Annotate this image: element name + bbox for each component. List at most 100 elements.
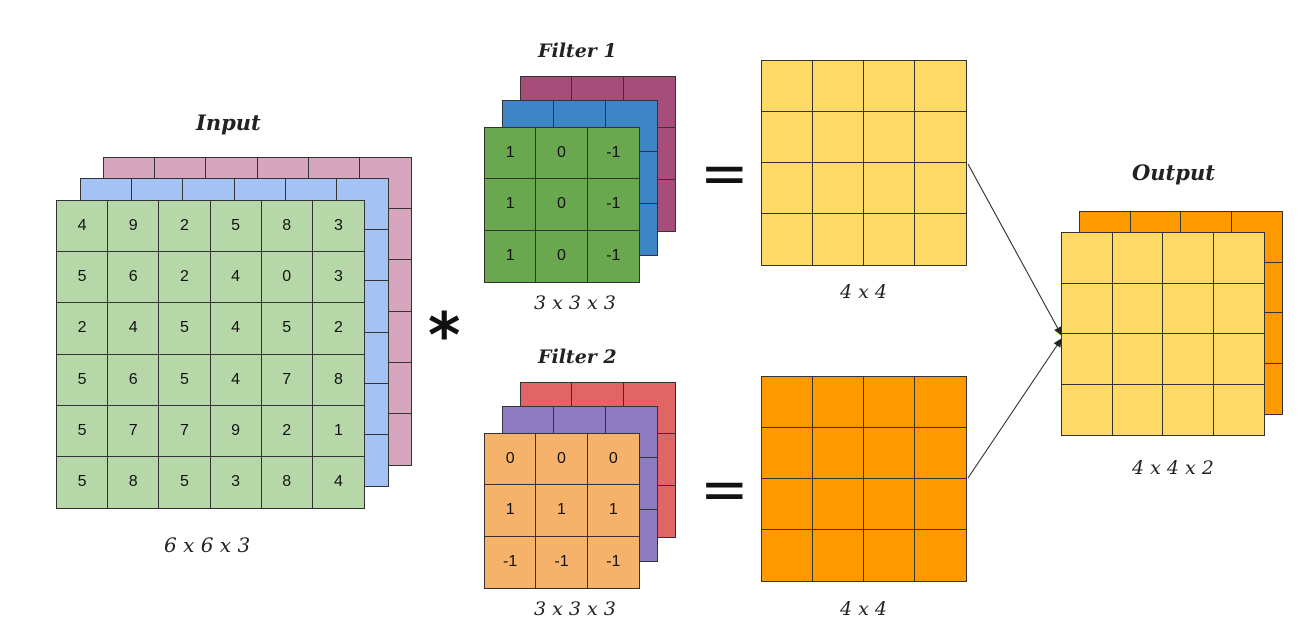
input-layer-front-cell: 5 xyxy=(57,405,109,457)
result1-grid-cell xyxy=(762,112,813,163)
filter2-layer-front: 0 0 0 1 1 1 -1 -1 -1 xyxy=(484,433,640,589)
filter1-layer-front-cell: 1 xyxy=(485,230,537,282)
output-layer-front-cell xyxy=(1062,283,1113,334)
filter1-layer-front-cell: 0 xyxy=(536,230,588,282)
result2-grid-cell xyxy=(813,428,864,479)
input-layer-front-cell: 5 xyxy=(57,252,109,304)
result1-grid-cell xyxy=(762,61,813,112)
input-layer-front-cell: 7 xyxy=(261,354,313,406)
arrow-from-result2 xyxy=(967,337,1063,479)
input-layer-front-cell: 5 xyxy=(159,354,211,406)
output-layer-front-cell xyxy=(1163,283,1214,334)
input-layer-front-cell: 3 xyxy=(312,201,364,253)
input-layer-front-cell: 5 xyxy=(57,354,109,406)
input-layer-front-cell: 5 xyxy=(57,456,109,508)
filter1-caption: 3 x 3 x 3 xyxy=(534,292,616,314)
result2-grid-cell xyxy=(762,530,813,581)
result1-grid-cell xyxy=(813,112,864,163)
result1-grid-cell xyxy=(915,214,966,265)
filter2-layer-front-cell: -1 xyxy=(485,536,537,588)
result2-grid-cell xyxy=(813,479,864,530)
filter2-title: Filter 2 xyxy=(538,346,617,368)
result2-grid-cell xyxy=(915,530,966,581)
filter1-layer-front-cell: -1 xyxy=(606,247,621,265)
filter1-layer-front-cell: 0 xyxy=(536,128,588,180)
result1-grid-cell xyxy=(864,163,915,214)
filter1-layer-front: 1 0 -1 1 0 -1 1 0 -1 xyxy=(484,127,640,283)
filter2-layer-front-cell: -1 xyxy=(606,553,621,571)
output-layer-front-cell xyxy=(1112,334,1163,385)
output-layer-front-cell xyxy=(1163,233,1214,284)
filter2-layer-front-cell: 0 xyxy=(587,434,639,486)
output-layer-front-cell xyxy=(1062,334,1113,385)
result1-grid-cell xyxy=(915,61,966,112)
equals-sign-1: = xyxy=(700,139,749,207)
output-layer-front-cell xyxy=(1112,233,1163,284)
output-layer-front-cell xyxy=(1163,334,1214,385)
result2-grid xyxy=(761,376,967,582)
result2-grid-cell xyxy=(762,377,813,428)
result2-grid-cell xyxy=(864,530,915,581)
output-layer-front-cell xyxy=(1213,284,1264,334)
input-layer-front-cell: 9 xyxy=(210,405,262,457)
filter1-layer-front-cell: -1 xyxy=(587,179,639,231)
input-layer-front-cell: 9 xyxy=(108,201,160,253)
input-layer-front-cell: 2 xyxy=(261,405,313,457)
output-layer-front-cell xyxy=(1213,334,1264,385)
output-layer-front-cell xyxy=(1062,233,1113,284)
result2-grid-cell xyxy=(762,479,813,530)
result1-grid-cell xyxy=(813,163,864,214)
filter2-caption: 3 x 3 x 3 xyxy=(534,598,616,620)
input-caption: 6 x 6 x 3 xyxy=(164,533,251,557)
result1-grid-cell xyxy=(864,214,915,265)
result1-grid-cell xyxy=(864,112,915,163)
result2-grid-cell xyxy=(864,377,915,428)
result2-grid-cell xyxy=(915,479,966,530)
result1-caption: 4 x 4 xyxy=(840,281,887,303)
input-layer-front-cell: 4 xyxy=(210,354,262,406)
input-layer-front-cell: 4 xyxy=(210,303,262,355)
filter1-layer-front-cell: 0 xyxy=(536,179,588,231)
filter1-layer-front-cell: 1 xyxy=(485,128,537,180)
input-layer-front-cell: 2 xyxy=(159,201,211,253)
input-layer-front-cell: 8 xyxy=(261,201,313,253)
result1-grid-cell xyxy=(915,163,966,214)
filter1-layer-front-cell: 1 xyxy=(485,179,537,231)
filter2-layer-front-cell: 1 xyxy=(536,485,588,537)
output-layer-front-cell xyxy=(1214,385,1265,436)
output-layer-front xyxy=(1061,232,1265,436)
input-layer-front-cell: 2 xyxy=(312,303,364,355)
result1-grid-cell xyxy=(813,61,864,112)
result1-grid xyxy=(761,60,967,266)
input-layer-front-cell: 0 xyxy=(261,252,313,304)
output-caption: 4 x 4 x 2 xyxy=(1132,457,1214,479)
input-layer-front-cell: 3 xyxy=(211,456,262,508)
result2-grid-cell xyxy=(915,428,966,479)
result1-grid-cell xyxy=(813,214,864,265)
filter2-layer-front-cell: 1 xyxy=(587,485,639,537)
output-layer-front-cell xyxy=(1113,384,1163,435)
input-layer-front-cell: 5 xyxy=(159,456,211,508)
input-layer-front-cell: 3 xyxy=(312,252,364,304)
result2-grid-cell xyxy=(762,428,813,479)
input-layer-front-cell: 2 xyxy=(159,252,211,304)
result1-grid-cell xyxy=(915,112,966,163)
input-layer-front-cell: 4 xyxy=(108,303,160,355)
input-layer-front-cell: 7 xyxy=(108,405,160,457)
input-layer-front-cell: 4 xyxy=(210,252,262,304)
filter2-layer-front-cell: 0 xyxy=(536,434,588,486)
input-layer-front-cell: 6 xyxy=(108,252,160,304)
input-layer-front-cell: 5 xyxy=(261,303,313,355)
output-layer-front-cell xyxy=(1062,384,1113,435)
output-title: Output xyxy=(1132,160,1215,185)
filter2-layer-front-cell: 0 xyxy=(485,434,537,486)
filter2-layer-front-cell: 1 xyxy=(485,485,537,537)
input-title: Input xyxy=(196,110,261,135)
output-layer-front-cell xyxy=(1112,283,1163,334)
result1-grid-cell xyxy=(762,214,813,265)
result2-grid-cell xyxy=(915,377,966,428)
filter1-title: Filter 1 xyxy=(538,40,617,62)
convolution-operator: * xyxy=(428,299,461,372)
input-layer-front-cell: 5 xyxy=(159,303,211,355)
